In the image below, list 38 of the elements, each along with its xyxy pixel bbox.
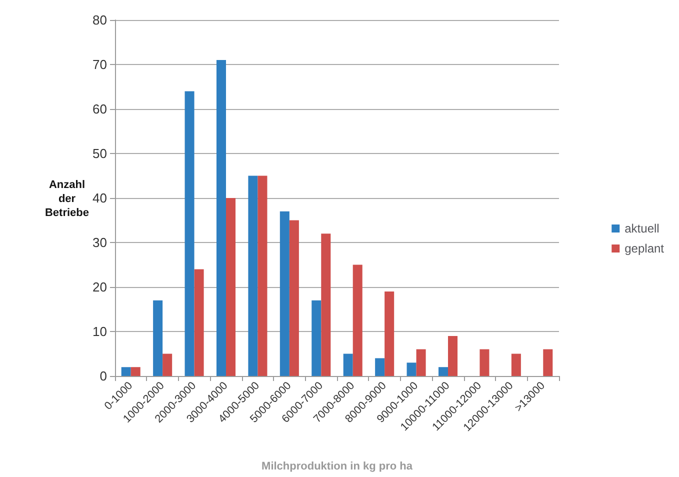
bar [153,300,163,376]
bar [321,234,331,376]
bar [543,349,553,376]
bar [162,354,172,376]
bar [248,176,258,376]
bar [511,354,521,376]
y-tick-label: 20 [92,280,107,294]
bar [121,367,131,376]
y-tick-label: 10 [92,324,107,339]
y-axis-title: Anzahl der Betriebe [44,179,90,219]
bar [343,354,353,376]
y-tick-label: 0 [100,368,107,384]
bar [226,198,236,376]
y-tick-label: 50 [92,146,107,161]
bar [448,336,458,376]
y-tick-label: 80 [92,12,107,28]
bar [184,91,194,376]
bar [416,349,426,376]
bar [289,220,299,376]
y-tick-label: 40 [92,190,107,206]
bar [438,367,448,376]
bar [480,349,490,376]
bar [384,291,394,376]
legend-label: geplant [624,242,665,256]
y-tick-label: 30 [92,235,107,250]
bar [375,358,385,376]
legend-label: aktuell [624,222,660,236]
y-tick-label: 70 [92,57,107,72]
y-tick-label: 60 [92,102,107,116]
bar [194,269,204,376]
bar [258,176,268,376]
bar [216,60,226,376]
bar [352,264,362,376]
bar [130,367,140,376]
bar [280,211,290,376]
bar [312,300,322,376]
bar [406,362,416,376]
x-axis-title: Milchproduktion in kg pro ha [262,460,414,472]
